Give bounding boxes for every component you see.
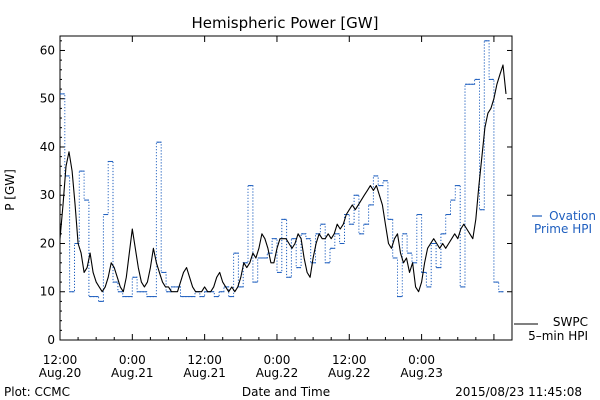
x-tick-label-time: 0:00: [263, 353, 290, 367]
y-tick-label: 20: [40, 236, 55, 250]
footer-timestamp: 2015/08/23 11:45:08: [455, 385, 582, 399]
legend-ovation: Ovation Prime HPI: [532, 209, 596, 236]
x-tick-label-time: 12:00: [332, 353, 367, 367]
series-swpc-hpi: [59, 64, 507, 293]
legend-ovation-label-line2: Prime HPI: [534, 222, 592, 236]
chart-title: Hemispheric Power [GW]: [192, 14, 379, 32]
y-tick-label: 10: [40, 285, 55, 299]
x-tick-label-time: 12:00: [43, 353, 78, 367]
swpc-line: [59, 64, 507, 293]
y-tick-label: 40: [40, 140, 55, 154]
legend-ovation-label-line1: Ovation: [549, 209, 596, 223]
footer-plot-credit: Plot: CCMC: [4, 385, 70, 399]
x-tick-label-date: Aug.20: [39, 366, 82, 380]
x-axis: 12:00Aug.200:00Aug.2112:00Aug.210:00Aug.…: [39, 36, 513, 380]
y-tick-label: 60: [40, 43, 55, 57]
y-tick-label: 0: [47, 333, 55, 347]
x-tick-label-time: 0:00: [119, 353, 146, 367]
y-axis: 0 10 20 30 40 50 60: [40, 40, 512, 347]
x-tick-label-time: 12:00: [187, 353, 222, 367]
x-tick-label-date: Aug.23: [400, 366, 443, 380]
y-tick-label: 30: [40, 188, 55, 202]
legend-swpc-label-line1: SWPC: [553, 315, 588, 329]
x-axis-label: Date and Time: [242, 385, 330, 399]
x-tick-label-time: 0:00: [408, 353, 435, 367]
x-tick-label-date: Aug.22: [256, 366, 299, 380]
y-tick-label: 50: [40, 92, 55, 106]
x-tick-label-date: Aug.21: [183, 366, 226, 380]
legend-swpc: SWPC 5–min HPI: [514, 315, 588, 343]
x-tick-label-date: Aug.22: [328, 366, 371, 380]
ovation-step-line: [60, 40, 504, 302]
series-ovation-prime-hpi: [60, 40, 504, 302]
plot-frame: [59, 35, 513, 341]
y-axis-label: P [GW]: [3, 169, 17, 211]
x-tick-label-date: Aug.21: [111, 366, 154, 380]
legend-swpc-label-line2: 5–min HPI: [528, 329, 588, 343]
